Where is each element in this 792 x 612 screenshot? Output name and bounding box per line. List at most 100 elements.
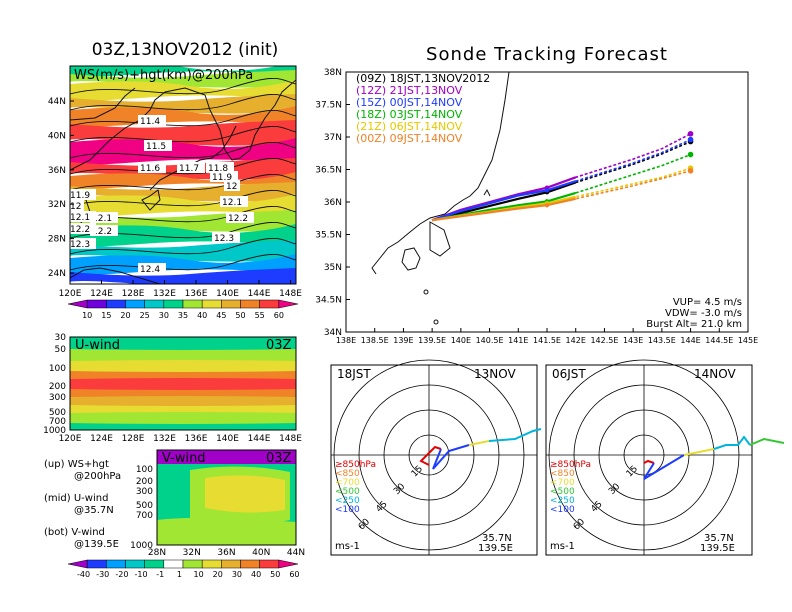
- ws-colorbar-label: 30: [159, 311, 169, 320]
- contour-label: 12: [226, 182, 237, 192]
- ws-band: [70, 120, 296, 146]
- ws-colorbar-seg: [86, 299, 107, 309]
- track-lon-tick: 138E: [336, 336, 356, 345]
- map-coastline: [70, 79, 296, 284]
- track-line-descent: [546, 133, 691, 189]
- contour-label: 12: [70, 202, 81, 212]
- hodo-segment: [468, 440, 490, 446]
- ws-colorbar-label: 10: [82, 311, 92, 320]
- ws-colorbar-label: 55: [255, 311, 265, 320]
- hodo-segment: [643, 454, 685, 480]
- contour-label: 12.2: [92, 227, 112, 237]
- v-level-tick: 700: [136, 511, 153, 521]
- track-lat-tick: 34.5N: [315, 296, 342, 306]
- height-contour: [70, 253, 296, 271]
- u-level-tick: 1000: [43, 426, 66, 436]
- contour-label: 12.4: [140, 265, 160, 275]
- u-level-tick: 200: [49, 382, 66, 392]
- contour-label-bg: [206, 162, 234, 173]
- wind-colorbar-seg: [182, 559, 203, 569]
- hodo1-legend-l700: <700: [335, 478, 360, 488]
- track-lat-tick: 36N: [324, 198, 342, 208]
- height-contour: [70, 141, 296, 159]
- panel-legend-bot: (bot) V-wind @139.5E: [44, 527, 119, 550]
- lon-tick: 124E: [90, 289, 113, 299]
- wind-colorbar-seg: [86, 559, 107, 569]
- legend-12z: (12Z) 21JST,13NOV: [356, 84, 463, 97]
- param-vup: VUP= 4.5 m/s: [672, 297, 742, 308]
- track-title: Sonde Tracking Forecast: [426, 44, 668, 65]
- lat-tick: 32N: [48, 200, 66, 210]
- lon-tick: 120E: [59, 289, 82, 299]
- contour-label: 12.1: [70, 213, 90, 223]
- wind-colorbar-label: 1: [177, 570, 182, 579]
- ws-colorbar-seg: [144, 299, 165, 309]
- v-wind-label: V-wind: [162, 451, 206, 466]
- track-lon-tick: 142.5E: [590, 336, 618, 345]
- track-lat-tick: 36.5N: [315, 166, 342, 176]
- wind-colorbar-seg: [201, 559, 222, 569]
- wind-colorbar-seg: [221, 559, 241, 569]
- v-lat-tick: 44N: [287, 548, 305, 558]
- u-level-tick: 700: [49, 417, 66, 427]
- track-lon-tick: 138.5E: [361, 336, 389, 345]
- track-burst-point: [544, 188, 550, 193]
- ws-colorbar-seg: [163, 299, 184, 309]
- wind-colorbar-seg: [144, 559, 165, 569]
- lat-tick: 44N: [48, 97, 66, 107]
- u-wind-band: [70, 349, 296, 362]
- track-landing-point: [687, 136, 694, 143]
- u-wind-time: 03Z: [266, 338, 292, 353]
- ws-colorbar-seg: [278, 299, 299, 309]
- v-level-tick: 300: [136, 487, 153, 497]
- lon-tick: 144E: [248, 289, 271, 299]
- contour-label: 11.8: [208, 164, 228, 174]
- ws-colorbar-seg: [240, 299, 260, 309]
- ws-colorbar-label: 50: [235, 311, 245, 320]
- contour-label-bg: [144, 140, 172, 151]
- hodo2-legend-850: ≥850hPa: [550, 460, 591, 470]
- contour-label: 12.2: [228, 214, 248, 224]
- u-lon-tick: 148E: [279, 434, 302, 444]
- track-line-descent: [546, 167, 691, 205]
- track-lon-tick: 143E: [623, 336, 643, 345]
- wind-colorbar-seg: [125, 559, 145, 569]
- track-lon-tick: 145E: [738, 336, 758, 345]
- u-lon-tick: 136E: [185, 434, 208, 444]
- hodo-segment: [713, 435, 751, 450]
- v-wind-band: [205, 475, 285, 513]
- hodo1-unit: ms-1: [335, 541, 360, 552]
- lon-tick: 128E: [122, 289, 145, 299]
- hodo2-time: 06JST: [552, 367, 586, 381]
- track-line-descent: [546, 153, 691, 203]
- hodo-frame: [330, 364, 538, 556]
- wind-colorbar-label: 30: [232, 570, 242, 579]
- map-label: WS(m/s)+hgt(km)@200hPa: [74, 68, 254, 83]
- v-level-tick: 200: [136, 477, 153, 487]
- ws-colorbar-label: 20: [120, 311, 130, 320]
- hodo1-date: 13NOV: [474, 367, 516, 381]
- height-contour: [70, 125, 296, 143]
- height-contour: [70, 93, 296, 111]
- track-line-ascent: [431, 197, 576, 222]
- u-wind-band: [70, 378, 296, 391]
- lon-tick: 132E: [153, 289, 176, 299]
- panel-legend-up: (up) WS+hgt @200hPa: [44, 459, 122, 482]
- track-lon-tick: 139.5E: [418, 336, 446, 345]
- hodo1-legend-l250: <250: [335, 496, 360, 506]
- contour-label-bg: [90, 212, 118, 223]
- height-contour: [70, 109, 296, 127]
- v-wind-time: 03Z: [266, 451, 292, 466]
- ws-colorbar-label: 40: [197, 311, 207, 320]
- track-lat-tick: 38N: [324, 68, 342, 78]
- u-lon-tick: 140E: [216, 434, 239, 444]
- hodo2-legend-l700: <700: [550, 478, 575, 488]
- u-lon-tick: 120E: [59, 434, 82, 444]
- hodo-frame: [545, 364, 753, 556]
- track-lat-tick: 35N: [324, 263, 342, 273]
- u-wind-band: [70, 412, 296, 425]
- hodo2-loc1: 35.7N: [704, 533, 734, 544]
- contour-label: 12.3: [214, 234, 234, 244]
- contour-label: 11.4: [140, 117, 160, 127]
